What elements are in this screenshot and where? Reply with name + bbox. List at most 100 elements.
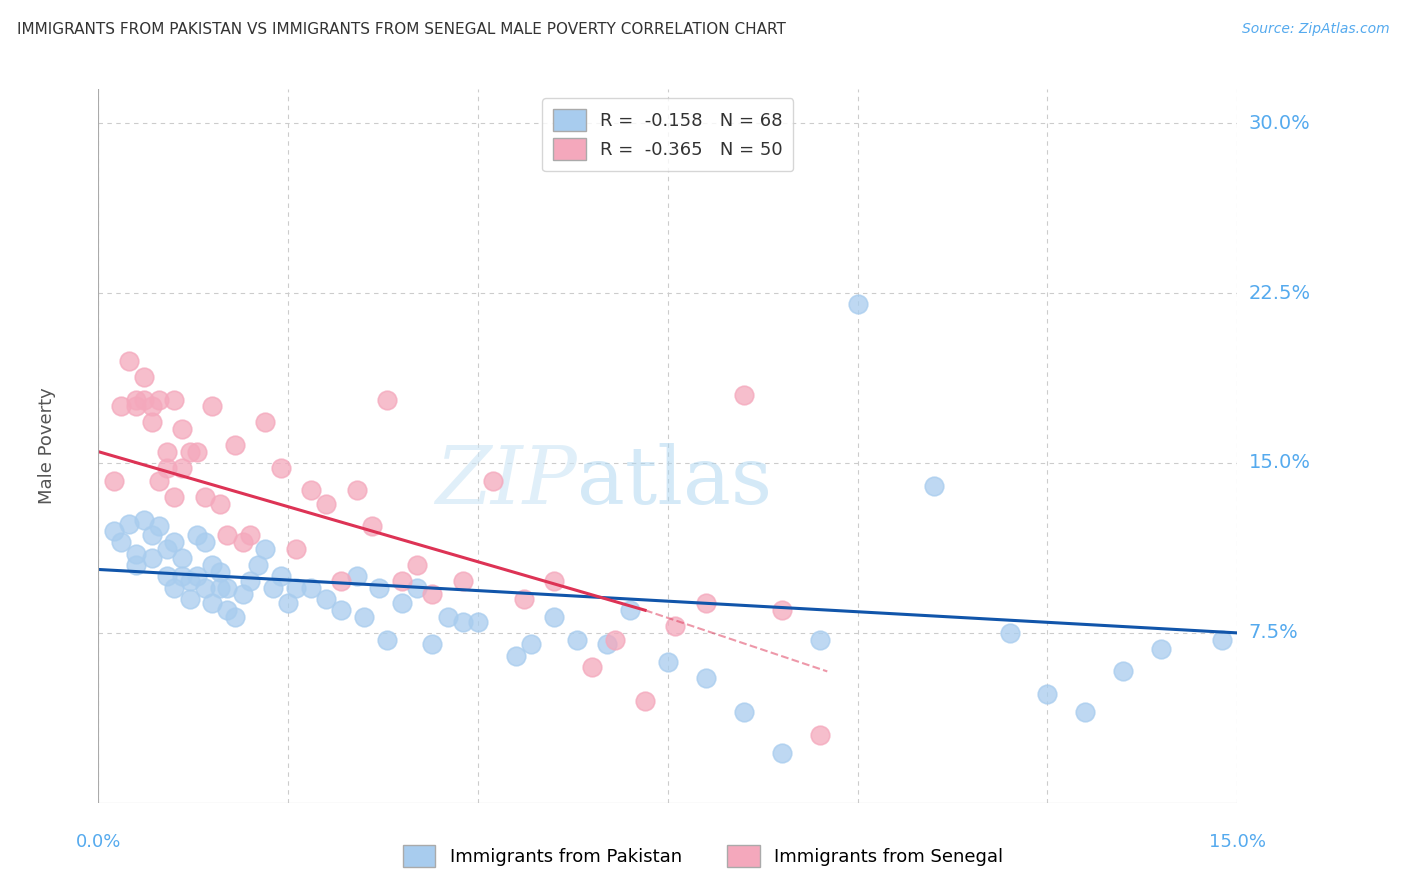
Point	[922, 478, 945, 492]
Point	[406, 558, 429, 572]
Text: 22.5%: 22.5%	[1249, 284, 1310, 302]
Point	[110, 400, 132, 414]
Point	[141, 528, 163, 542]
Point	[201, 400, 224, 414]
Text: 0.0%: 0.0%	[76, 833, 121, 851]
Point	[808, 728, 831, 742]
Point	[132, 392, 155, 407]
Point	[208, 497, 231, 511]
Point	[186, 444, 208, 458]
Point	[512, 591, 534, 606]
Point	[565, 632, 588, 647]
Point	[467, 615, 489, 629]
Point	[330, 574, 353, 588]
Point	[118, 354, 141, 368]
Point	[224, 610, 246, 624]
Point	[596, 637, 619, 651]
Point	[194, 535, 217, 549]
Point	[103, 474, 125, 488]
Point	[232, 587, 254, 601]
Point	[315, 591, 337, 606]
Point	[156, 542, 179, 557]
Point	[125, 547, 148, 561]
Point	[132, 370, 155, 384]
Point	[254, 542, 277, 557]
Point	[406, 581, 429, 595]
Point	[360, 519, 382, 533]
Point	[239, 574, 262, 588]
Point	[110, 535, 132, 549]
Point	[422, 637, 444, 651]
Point	[179, 574, 201, 588]
Point	[262, 581, 284, 595]
Point	[353, 610, 375, 624]
Point	[284, 581, 307, 595]
Point	[375, 632, 398, 647]
Point	[733, 705, 755, 719]
Text: 7.5%: 7.5%	[1249, 624, 1298, 642]
Point	[543, 574, 565, 588]
Point	[770, 746, 793, 760]
Point	[664, 619, 686, 633]
Text: IMMIGRANTS FROM PAKISTAN VS IMMIGRANTS FROM SENEGAL MALE POVERTY CORRELATION CHA: IMMIGRANTS FROM PAKISTAN VS IMMIGRANTS F…	[17, 22, 786, 37]
Point	[270, 460, 292, 475]
Point	[422, 587, 444, 601]
Point	[246, 558, 269, 572]
Legend: Immigrants from Pakistan, Immigrants from Senegal: Immigrants from Pakistan, Immigrants fro…	[395, 838, 1011, 874]
Point	[1150, 641, 1173, 656]
Point	[148, 392, 170, 407]
Point	[695, 671, 717, 685]
Point	[619, 603, 641, 617]
Point	[170, 551, 193, 566]
Point	[179, 444, 201, 458]
Point	[170, 422, 193, 436]
Point	[125, 558, 148, 572]
Text: atlas: atlas	[576, 442, 772, 521]
Text: 15.0%: 15.0%	[1249, 453, 1310, 473]
Point	[603, 632, 626, 647]
Point	[808, 632, 831, 647]
Point	[346, 483, 368, 498]
Point	[451, 574, 474, 588]
Point	[232, 535, 254, 549]
Point	[186, 569, 208, 583]
Point	[163, 581, 186, 595]
Point	[846, 297, 869, 311]
Point	[391, 574, 413, 588]
Point	[270, 569, 292, 583]
Point	[482, 474, 505, 488]
Point	[163, 490, 186, 504]
Point	[194, 490, 217, 504]
Point	[179, 591, 201, 606]
Point	[436, 610, 458, 624]
Point	[163, 535, 186, 549]
Point	[770, 603, 793, 617]
Point	[451, 615, 474, 629]
Point	[368, 581, 391, 595]
Point	[543, 610, 565, 624]
Text: Male Poverty: Male Poverty	[38, 388, 56, 504]
Point	[315, 497, 337, 511]
Point	[201, 597, 224, 611]
Point	[375, 392, 398, 407]
Point	[118, 517, 141, 532]
Point	[132, 513, 155, 527]
Point	[148, 474, 170, 488]
Point	[299, 483, 322, 498]
Point	[299, 581, 322, 595]
Text: Source: ZipAtlas.com: Source: ZipAtlas.com	[1241, 22, 1389, 37]
Point	[284, 542, 307, 557]
Point	[998, 626, 1021, 640]
Point	[330, 603, 353, 617]
Point	[141, 415, 163, 429]
Point	[254, 415, 277, 429]
Point	[156, 460, 179, 475]
Point	[208, 581, 231, 595]
Point	[141, 400, 163, 414]
Point	[186, 528, 208, 542]
Point	[201, 558, 224, 572]
Point	[156, 444, 179, 458]
Point	[346, 569, 368, 583]
Point	[733, 388, 755, 402]
Point	[634, 694, 657, 708]
